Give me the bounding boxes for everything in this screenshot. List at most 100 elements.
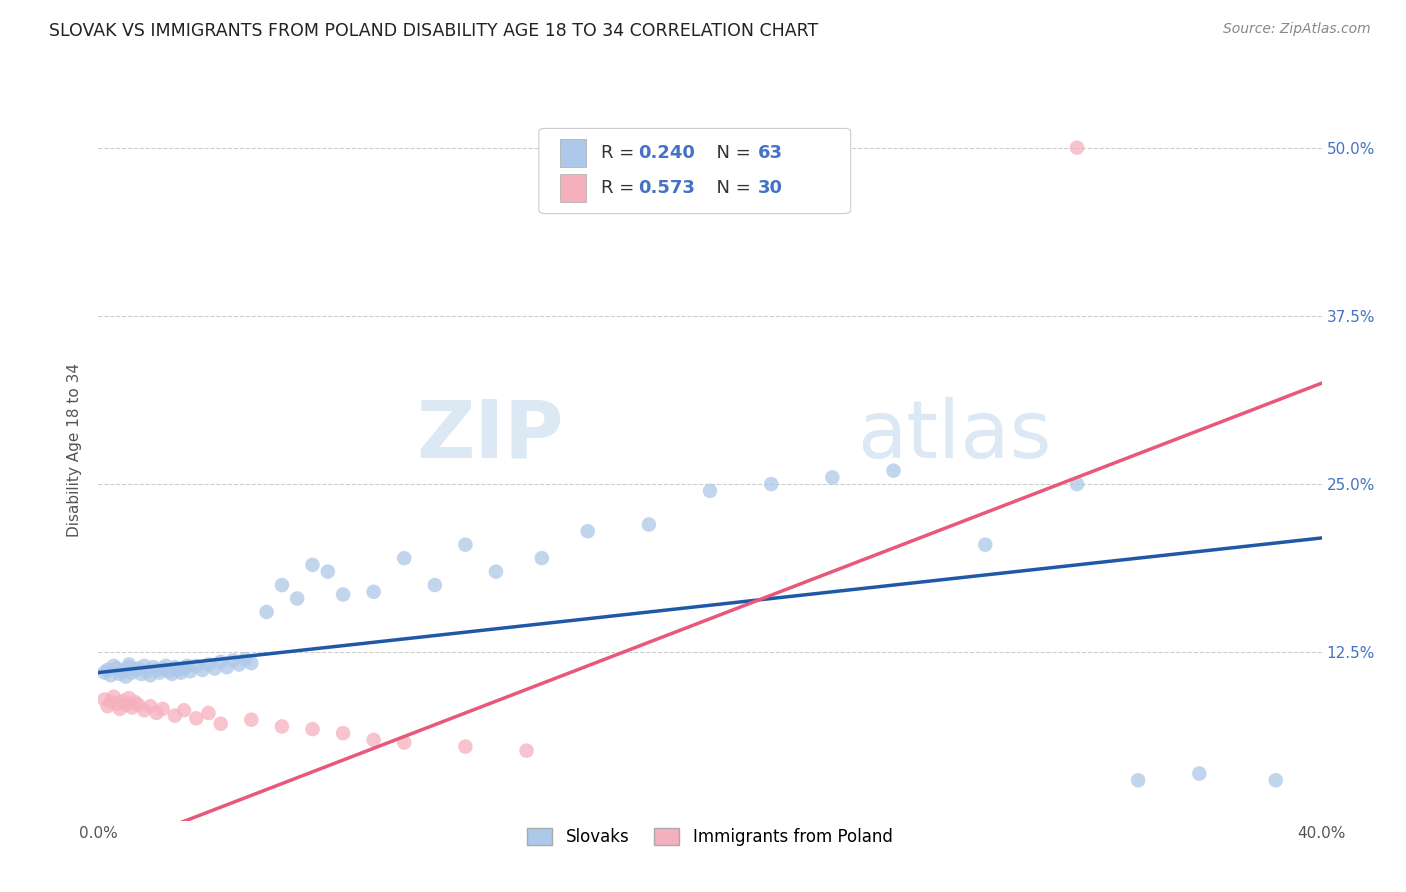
Point [209, 716, 232, 731]
Point [93, 692, 115, 706]
Point [256, 605, 278, 619]
Point [103, 690, 125, 704]
Point [111, 694, 134, 708]
Point [124, 663, 146, 677]
Point [423, 578, 446, 592]
Point [699, 483, 721, 498]
Point [197, 657, 219, 672]
Point [240, 656, 263, 670]
Point [142, 660, 165, 674]
Point [215, 660, 238, 674]
Point [139, 699, 162, 714]
Point [233, 652, 256, 666]
Point [97, 663, 120, 677]
Point [118, 660, 141, 674]
Text: ZIP: ZIP [416, 397, 564, 475]
Point [127, 698, 149, 712]
Point [363, 732, 385, 747]
FancyBboxPatch shape [560, 139, 586, 167]
Point [163, 708, 186, 723]
Point [155, 658, 177, 673]
Text: Source: ZipAtlas.com: Source: ZipAtlas.com [1223, 22, 1371, 37]
Point [152, 702, 174, 716]
FancyBboxPatch shape [538, 128, 851, 213]
Point [485, 565, 508, 579]
Point [173, 703, 195, 717]
Point [105, 661, 128, 675]
Text: 63: 63 [758, 144, 783, 161]
Point [115, 698, 138, 712]
Point [316, 565, 339, 579]
Point [176, 658, 198, 673]
Point [363, 584, 385, 599]
Point [93, 665, 115, 680]
Point [332, 726, 354, 740]
Text: R =: R = [602, 178, 640, 196]
Point [883, 464, 905, 478]
Point [108, 702, 131, 716]
Point [145, 663, 167, 677]
Point [392, 551, 416, 566]
Point [228, 657, 250, 672]
Point [1066, 140, 1088, 154]
Point [270, 719, 292, 733]
Point [1264, 773, 1286, 788]
Point [197, 706, 219, 720]
Point [100, 668, 122, 682]
Point [145, 706, 167, 720]
Point [1188, 766, 1211, 780]
Point [332, 587, 354, 601]
Point [516, 744, 538, 758]
Text: 30: 30 [758, 178, 783, 196]
Point [191, 663, 214, 677]
Point [163, 660, 186, 674]
Y-axis label: Disability Age 18 to 34: Disability Age 18 to 34 [67, 363, 83, 538]
Point [118, 657, 141, 672]
Point [240, 713, 263, 727]
Point [637, 517, 661, 532]
Point [134, 658, 156, 673]
Point [530, 551, 553, 566]
Point [1128, 773, 1150, 788]
Point [392, 735, 416, 749]
Text: R =: R = [602, 144, 640, 161]
Text: 0.573: 0.573 [638, 178, 695, 196]
Point [129, 667, 152, 681]
Point [270, 578, 292, 592]
Point [124, 695, 146, 709]
Point [821, 470, 844, 484]
Point [105, 697, 128, 711]
Point [179, 664, 201, 678]
Point [222, 653, 245, 667]
Point [173, 661, 195, 675]
Point [97, 699, 120, 714]
Point [186, 711, 208, 725]
Text: atlas: atlas [856, 397, 1052, 475]
Text: N =: N = [706, 144, 756, 161]
Point [111, 664, 134, 678]
FancyBboxPatch shape [560, 174, 586, 202]
Point [139, 668, 162, 682]
Text: 0.240: 0.240 [638, 144, 695, 161]
Point [136, 664, 159, 678]
Point [121, 665, 143, 680]
Point [1066, 477, 1088, 491]
Point [974, 538, 997, 552]
Point [149, 665, 172, 680]
Point [454, 739, 477, 754]
Point [209, 655, 232, 669]
Point [121, 700, 143, 714]
Point [301, 558, 323, 572]
Point [186, 658, 208, 673]
Point [204, 661, 226, 675]
Point [454, 538, 477, 552]
Point [576, 524, 599, 539]
Point [285, 591, 308, 606]
Point [127, 661, 149, 675]
Point [118, 691, 141, 706]
Point [301, 722, 323, 736]
Point [134, 703, 156, 717]
Point [152, 661, 174, 675]
Point [170, 665, 193, 680]
Point [115, 670, 138, 684]
